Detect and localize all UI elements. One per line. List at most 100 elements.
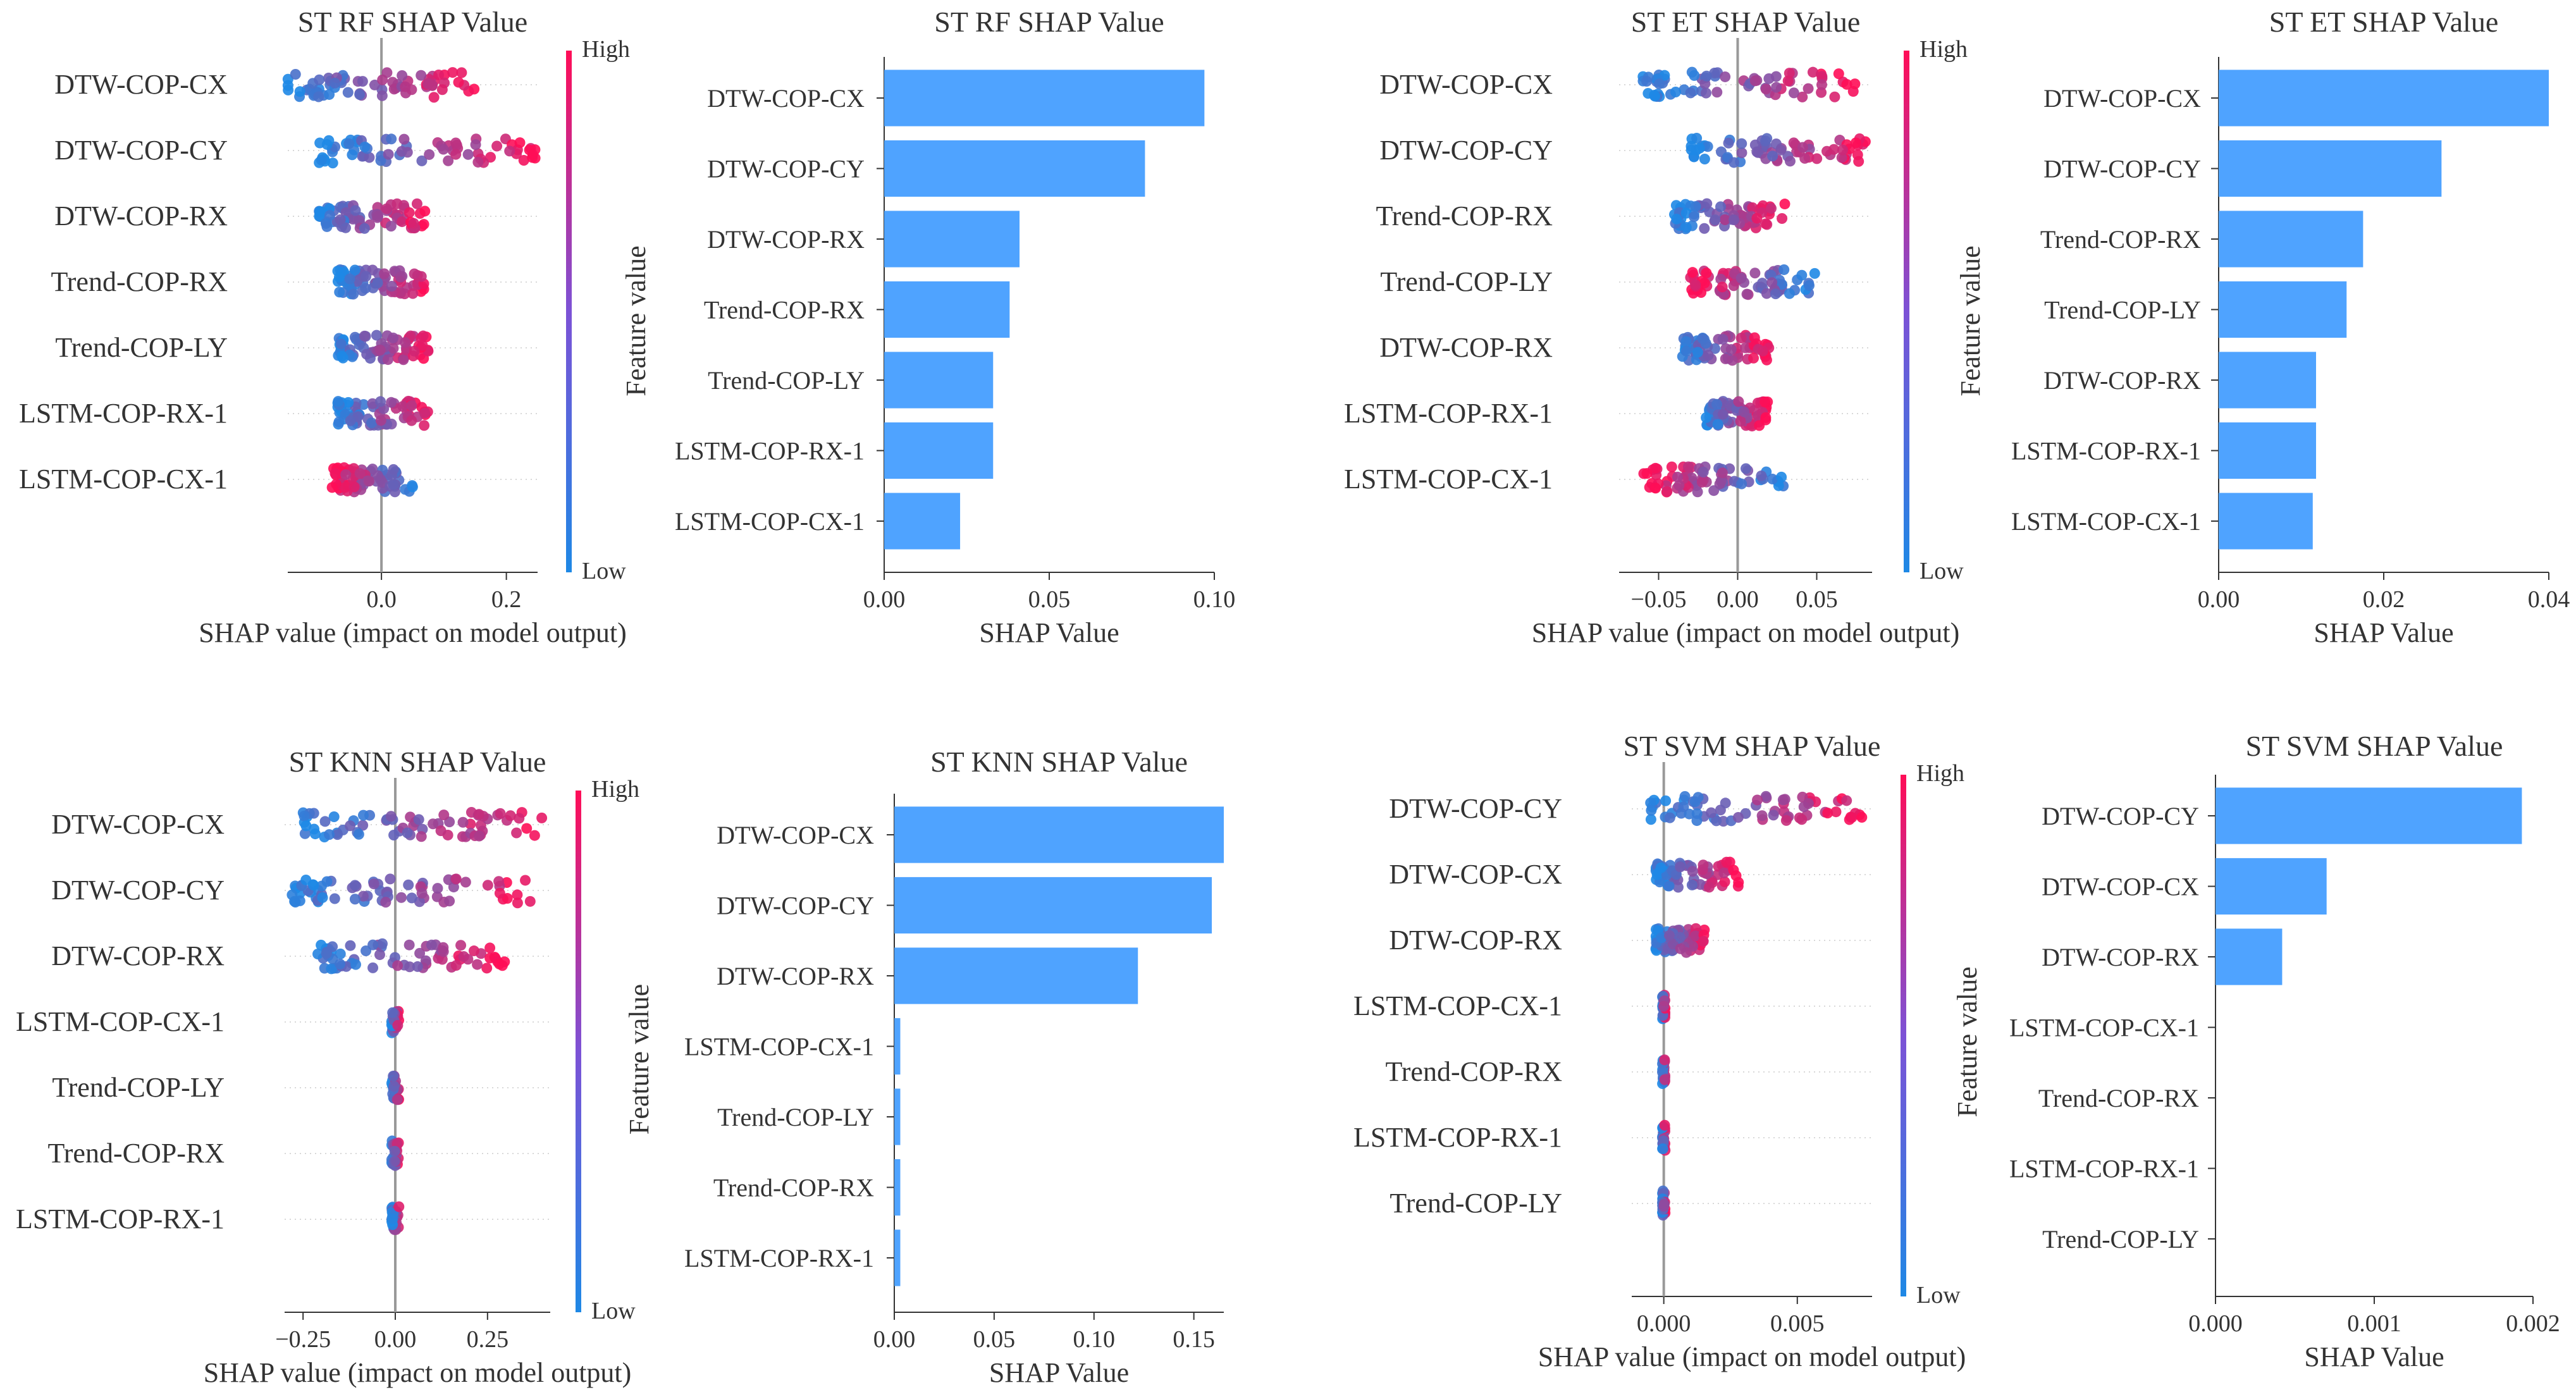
bar: [894, 1229, 901, 1286]
y-axis-label: Feature value: [620, 245, 651, 396]
shap-point: [418, 219, 429, 230]
shap-point: [1675, 861, 1686, 873]
feature-label: DTW-COP-CY: [54, 135, 228, 166]
x-tick-label: 0.00: [1716, 586, 1759, 613]
shap-point: [403, 879, 414, 890]
shap-point: [1700, 87, 1711, 99]
shap-point: [1701, 412, 1712, 423]
shap-point: [1680, 336, 1692, 347]
shap-point: [455, 940, 467, 951]
x-tick-label: 0.0: [366, 586, 397, 613]
shap-point: [1760, 412, 1772, 423]
shap-point: [317, 892, 328, 903]
shap-point: [361, 945, 372, 957]
shap-point: [1675, 932, 1686, 943]
shap-point: [514, 813, 525, 824]
category-label: DTW-COP-CX: [2043, 84, 2201, 113]
shap-point: [386, 470, 398, 481]
bar: [894, 947, 1138, 1004]
shap-point: [1694, 142, 1705, 154]
category-label: LSTM-COP-CX-1: [684, 1033, 874, 1061]
shap-point: [1664, 930, 1675, 941]
shap-point: [393, 1201, 405, 1212]
shap-point: [330, 468, 341, 479]
shap-point: [308, 880, 319, 891]
x-tick-label: 0.00: [863, 586, 906, 613]
shap-point: [1728, 214, 1739, 226]
shap-point: [323, 135, 335, 146]
y-axis-label: Feature value: [1955, 245, 1986, 396]
shap-point: [482, 880, 493, 891]
shap-point: [391, 1094, 403, 1105]
shap-point: [1663, 880, 1675, 892]
shap-point: [359, 223, 370, 234]
shap-point: [494, 887, 505, 899]
shap-point: [428, 818, 439, 830]
feature-label: LSTM-COP-RX-1: [19, 398, 228, 429]
shap-point: [474, 830, 485, 842]
bar: [2215, 787, 2522, 844]
shap-point: [385, 811, 397, 822]
x-axis-label: SHAP Value: [989, 1357, 1129, 1388]
chart-panel-4: ST ET SHAP Value 0.00 0.02 0.04 SHAP Value Fe…: [1955, 6, 2570, 648]
shap-point: [1691, 132, 1703, 144]
x-tick-label: 0.000: [2188, 1310, 2243, 1337]
x-tick-label: 0.00: [873, 1326, 916, 1353]
shap-point: [357, 76, 368, 87]
x-axis-label: SHAP value (impact on model output): [204, 1357, 632, 1388]
shap-point: [373, 211, 384, 222]
shap-point: [1685, 87, 1696, 99]
chart-panel-1: ST RF SHAP Value 0.0 0.2 SHAP value (impact…: [19, 6, 630, 648]
shap-point: [335, 214, 346, 225]
shap-point: [436, 84, 448, 95]
shap-point: [1784, 288, 1795, 299]
shap-point: [336, 350, 348, 362]
shap-point: [1679, 791, 1691, 802]
category-label: DTW-COP-CY: [2042, 802, 2199, 830]
shap-point: [428, 92, 440, 103]
shap-point: [1741, 288, 1753, 300]
bar: [2215, 858, 2327, 915]
shap-point: [1767, 474, 1778, 485]
shap-point: [1672, 471, 1683, 483]
shap-point: [386, 397, 397, 408]
shap-point: [314, 137, 326, 149]
shap-point: [1687, 267, 1698, 278]
shap-point: [343, 138, 355, 149]
shap-point: [1760, 218, 1772, 230]
shap-point: [1797, 142, 1808, 153]
shap-point: [372, 470, 383, 481]
shap-point: [1804, 280, 1815, 291]
shap-point: [1711, 815, 1722, 827]
shap-point: [342, 87, 354, 98]
shap-point: [354, 89, 366, 100]
colorbar-low-label: Low: [1920, 558, 1964, 584]
shap-point: [1660, 795, 1672, 806]
x-tick-label: 0.25: [467, 1326, 509, 1353]
shap-point: [1671, 213, 1682, 225]
shap-point: [1701, 70, 1712, 82]
shap-point: [340, 222, 351, 233]
chart-panel-5: ST KNN SHAP Value −0.25 0.00 0.25 SHAP value…: [16, 746, 639, 1388]
shap-point: [1776, 471, 1787, 483]
shap-point: [380, 897, 391, 908]
shap-point: [1767, 151, 1778, 162]
x-tick-label: 0.00: [2198, 586, 2240, 613]
shap-point: [400, 81, 411, 92]
feature-label: Trend-COP-RX: [1376, 200, 1553, 231]
colorbar-low-label: Low: [1916, 1282, 1961, 1308]
shap-point: [299, 828, 311, 839]
shap-point: [1736, 478, 1747, 489]
shap-point: [334, 286, 345, 298]
shap-point: [344, 273, 355, 285]
shap-point: [1735, 273, 1747, 284]
shap-point: [348, 288, 359, 300]
shap-point: [349, 264, 361, 276]
feature-label: LSTM-COP-RX-1: [1353, 1122, 1562, 1153]
shap-point: [1659, 1119, 1670, 1131]
shap-point: [419, 407, 431, 419]
shap-point: [353, 828, 364, 840]
shap-point: [1780, 815, 1792, 826]
shap-point: [1711, 87, 1723, 98]
shap-point: [416, 155, 428, 166]
